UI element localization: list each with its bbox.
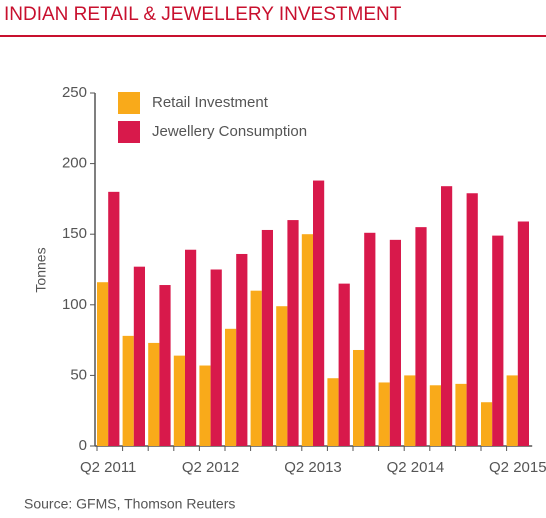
bar [404, 375, 416, 446]
y-tick-label: 0 [79, 437, 87, 454]
bar [185, 249, 197, 446]
bar [506, 375, 518, 446]
bar [276, 306, 288, 446]
source: Source: GFMS, Thomson Reuters [24, 496, 235, 512]
bar [364, 232, 376, 446]
legend-label: Retail Investment [152, 94, 269, 111]
bar [148, 342, 160, 446]
chart-title: INDIAN RETAIL & JEWELLERY INVESTMENT [4, 4, 402, 25]
bar [210, 269, 222, 446]
bar [378, 382, 390, 446]
x-tick-label: Q2 2011 [80, 459, 136, 476]
legend-swatch [118, 121, 140, 143]
x-tick-label: Q2 2014 [387, 459, 445, 476]
bar [173, 355, 185, 446]
bar [108, 191, 120, 446]
y-tick-label: 150 [62, 225, 87, 242]
bar [415, 227, 427, 446]
bar [353, 349, 365, 446]
y-tick-label: 50 [70, 366, 87, 383]
bar [236, 253, 248, 446]
bar [429, 385, 441, 446]
bar [455, 383, 467, 446]
bar [481, 402, 493, 446]
x-tick-label: Q2 2012 [182, 459, 240, 476]
y-axis-label: Tonnes [33, 247, 49, 292]
bar [97, 282, 109, 446]
y-tick-label: 100 [62, 296, 87, 313]
bar [250, 290, 262, 446]
y-tick-label: 200 [62, 155, 87, 172]
bar [287, 220, 299, 446]
legend-swatch [118, 92, 140, 114]
bar [492, 235, 504, 446]
bar [199, 365, 211, 446]
bar [159, 285, 171, 446]
bar [225, 328, 237, 446]
y-tick-label: 250 [62, 84, 87, 101]
bar [466, 193, 478, 446]
bar [133, 266, 145, 446]
bar [338, 283, 350, 446]
bar [327, 378, 339, 446]
bar [122, 335, 134, 446]
legend-label: Jewellery Consumption [152, 123, 307, 140]
bar [301, 234, 313, 446]
bar [441, 186, 453, 446]
x-tick-label: Q2 2013 [284, 459, 342, 476]
x-tick-label: Q2 2015 [489, 459, 546, 476]
bar [389, 239, 401, 446]
bar [261, 229, 273, 446]
bar [517, 221, 529, 446]
bar [313, 180, 325, 446]
